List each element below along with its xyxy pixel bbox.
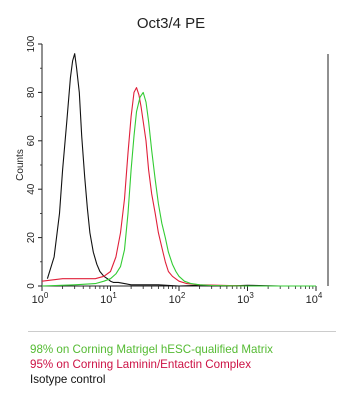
legend-item-matrigel: 98% on Corning Matrigel hESC-qualified M… xyxy=(30,343,273,356)
series-group xyxy=(41,53,316,287)
y-tick-label: 40 xyxy=(26,183,37,195)
y-tick-label: 20 xyxy=(26,232,37,244)
series-isotype-line xyxy=(46,53,316,287)
axes: 100 101 102 103 104 0 20 40 60 80 100 Counts xyxy=(15,35,329,306)
x-tick-label: 104 xyxy=(306,291,323,306)
x-tick-label: 102 xyxy=(169,291,186,306)
x-tick-label: 103 xyxy=(237,291,254,306)
y-axis-label: Counts xyxy=(15,149,26,181)
legend: 98% on Corning Matrigel hESC-qualified M… xyxy=(30,342,273,387)
chart-title: Oct3/4 PE xyxy=(136,15,206,32)
x-tick-label: 100 xyxy=(32,291,49,306)
legend-item-laminin: 95% on Corning Laminin/Entactin Complex xyxy=(30,358,252,371)
legend-divider xyxy=(28,331,336,332)
series-laminin-line xyxy=(41,87,316,287)
y-tick-label: 80 xyxy=(26,86,37,98)
histogram-chart: 100 101 102 103 104 0 20 40 60 80 100 Counts xyxy=(15,35,329,306)
y-tick-label: 0 xyxy=(26,283,37,289)
series-matrigel-line xyxy=(41,91,316,287)
y-tick-label: 60 xyxy=(26,135,37,147)
y-tick-label: 100 xyxy=(26,35,37,52)
legend-item-isotype: Isotype control xyxy=(30,373,106,386)
x-tick-label: 101 xyxy=(100,291,117,306)
